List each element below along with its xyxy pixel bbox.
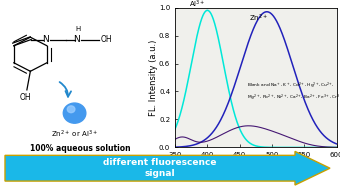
Y-axis label: FL. Intensity (a.u.): FL. Intensity (a.u.): [149, 39, 158, 116]
X-axis label: Wavelength (nm): Wavelength (nm): [220, 160, 292, 169]
Text: Blank and Na$^+$, K$^+$, Cd$^{2+}$, Hg$^{2+}$,Cu$^{2+}$,
Mg$^{2+}$, Pb$^{2+}$, N: Blank and Na$^+$, K$^+$, Cd$^{2+}$, Hg$^…: [248, 80, 340, 103]
Polygon shape: [5, 151, 330, 185]
Circle shape: [63, 103, 86, 123]
Text: H: H: [75, 26, 81, 32]
Text: Zn$^{2+}$ or Al$^{3+}$: Zn$^{2+}$ or Al$^{3+}$: [51, 129, 98, 140]
Text: N: N: [73, 35, 80, 44]
Circle shape: [67, 106, 75, 113]
Text: OH: OH: [101, 35, 112, 44]
Text: OH: OH: [19, 93, 31, 102]
Text: N: N: [42, 35, 48, 44]
Text: Zn$^{2+}$: Zn$^{2+}$: [249, 13, 268, 24]
Text: Al$^{3+}$: Al$^{3+}$: [189, 0, 206, 10]
Text: 100% aqueous solution: 100% aqueous solution: [30, 144, 130, 153]
Text: different fluorescence
signal: different fluorescence signal: [103, 158, 217, 178]
